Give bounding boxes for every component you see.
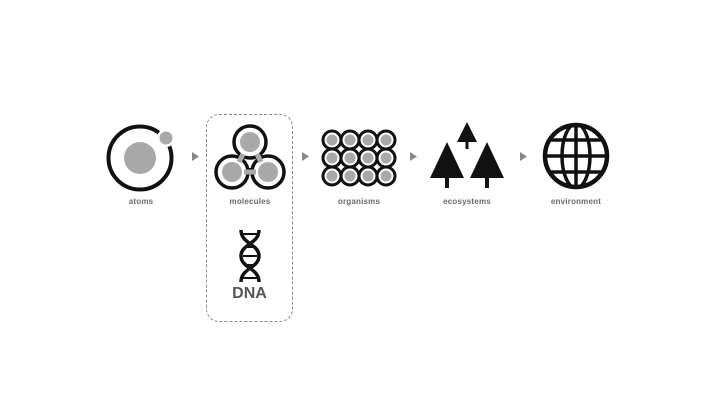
dna-group-box [206, 114, 293, 322]
arrow-icon [520, 152, 527, 161]
cell-grid-icon [321, 129, 397, 187]
dna-helix-icon [239, 229, 261, 283]
molecule-icon [214, 124, 286, 190]
stage-label-ecosystems: ecosystems [443, 197, 491, 206]
arrow-icon [192, 152, 199, 161]
trees-icon [430, 122, 504, 188]
stage-label-organisms: organisms [337, 197, 381, 206]
arrow-icon [410, 152, 417, 161]
arrow-icon [302, 152, 309, 161]
stage-label-environment: environment [550, 197, 602, 206]
atom-icon [106, 124, 175, 192]
globe-icon [542, 122, 610, 190]
stage-label-molecules: molecules [229, 197, 271, 206]
stage-label-atoms: atoms [128, 197, 154, 206]
dna-label: DNA [232, 285, 267, 302]
